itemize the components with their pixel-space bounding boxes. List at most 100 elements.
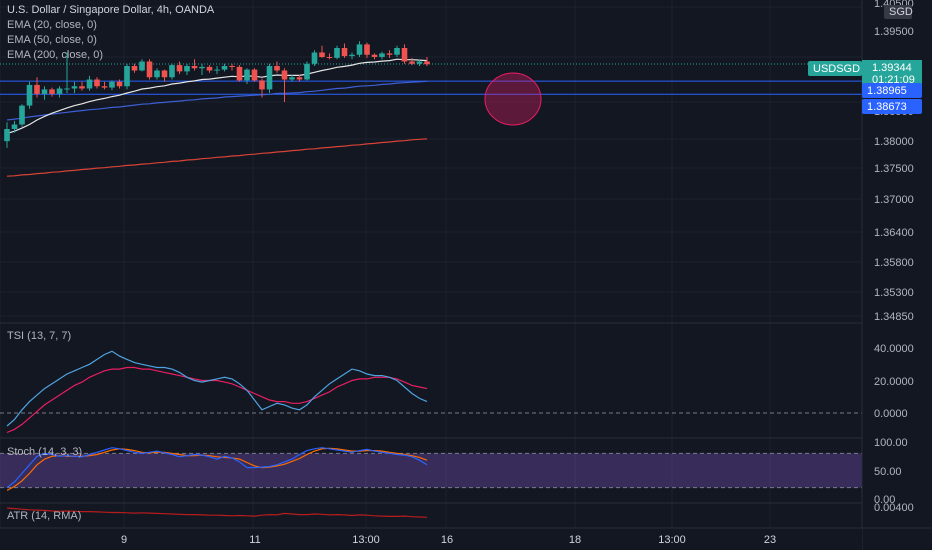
candle[interactable]: [79, 81, 85, 91]
candle[interactable]: [131, 63, 138, 73]
candle[interactable]: [266, 63, 273, 93]
time-axis[interactable]: 9 11 13:00 16 18 13:00 23: [0, 527, 932, 550]
tsi-label[interactable]: TSI (13, 7, 7): [7, 330, 72, 342]
candle[interactable]: [386, 50, 393, 58]
candle[interactable]: [124, 63, 130, 90]
candle[interactable]: [349, 52, 355, 60]
symbol-title: U.S. Dollar / Singapore Dollar, 4h, OAND…: [7, 4, 215, 16]
candle[interactable]: [86, 75, 93, 91]
candle[interactable]: [371, 53, 378, 60]
candle[interactable]: [379, 51, 385, 60]
stoch-tick-label: 0.00: [874, 494, 895, 506]
price-tick-label: 1.37500: [874, 163, 914, 175]
time-tick-label: 23: [764, 534, 776, 546]
candle[interactable]: [326, 53, 333, 60]
candle[interactable]: [161, 69, 168, 82]
candle[interactable]: [56, 86, 63, 98]
candle[interactable]: [34, 77, 40, 98]
candle-body: [56, 88, 63, 94]
candle-body: [244, 69, 250, 81]
candle[interactable]: [139, 59, 145, 72]
price-tick-label: 1.37000: [874, 194, 914, 206]
candle[interactable]: [64, 52, 70, 94]
candle[interactable]: [259, 78, 265, 98]
candle[interactable]: [296, 75, 303, 82]
candle-body: [319, 52, 325, 57]
price-axis[interactable]: 1.405001.395001.385001.380001.375001.370…: [808, 0, 932, 550]
candle[interactable]: [116, 79, 123, 89]
hline2-tag[interactable]: 1.38673: [862, 99, 922, 114]
candle[interactable]: [416, 59, 423, 66]
candle-body: [116, 81, 123, 87]
last-price-tag-bg: [862, 60, 922, 86]
currency-label-text: SGD: [889, 6, 913, 18]
candle[interactable]: [311, 50, 318, 66]
candle[interactable]: [364, 42, 370, 58]
candle[interactable]: [401, 44, 408, 64]
candle[interactable]: [304, 61, 310, 81]
price-tick-label: 1.35300: [874, 287, 914, 299]
candle[interactable]: [289, 75, 295, 82]
tsi-pane[interactable]: [0, 322, 932, 434]
candle[interactable]: [214, 66, 220, 75]
hline1-tag[interactable]: 1.38965: [862, 83, 922, 98]
time-tick-label: 13:00: [658, 534, 686, 546]
stoch-pane[interactable]: [0, 437, 932, 491]
legend-ema50[interactable]: EMA (50, close, 0): [7, 34, 97, 46]
candle[interactable]: [281, 68, 288, 102]
legend-ema20[interactable]: EMA (20, close, 0): [7, 19, 97, 31]
candle[interactable]: [334, 45, 340, 60]
stoch-label[interactable]: Stoch (14, 3, 3): [7, 446, 83, 458]
candle[interactable]: [26, 81, 33, 109]
candle-body: [199, 66, 205, 69]
candle[interactable]: [274, 61, 280, 73]
candle[interactable]: [41, 86, 48, 100]
candle[interactable]: [146, 59, 153, 80]
currency-label-bg: [884, 5, 912, 19]
price-tick-label: 1.39500: [874, 26, 914, 38]
hline1-tag-text: 1.38965: [867, 85, 907, 97]
candle[interactable]: [221, 63, 228, 72]
candle[interactable]: [154, 68, 160, 80]
candle[interactable]: [169, 63, 175, 80]
atr-label[interactable]: ATR (14, RMA): [7, 510, 82, 522]
candle[interactable]: [206, 65, 213, 73]
candle[interactable]: [191, 59, 198, 71]
candle[interactable]: [19, 104, 25, 127]
candle[interactable]: [236, 65, 243, 82]
candle-body: [176, 65, 183, 72]
candle[interactable]: [184, 63, 190, 75]
candle-body: [11, 124, 18, 129]
candle-body: [266, 66, 273, 90]
candle-body: [424, 61, 430, 65]
candle[interactable]: [341, 43, 348, 58]
candle[interactable]: [424, 57, 430, 66]
candle[interactable]: [356, 41, 363, 57]
candle[interactable]: [409, 57, 415, 66]
candle[interactable]: [4, 122, 10, 148]
atr-pane[interactable]: [0, 502, 932, 518]
candle[interactable]: [101, 81, 108, 90]
candle[interactable]: [251, 68, 258, 82]
candle[interactable]: [199, 63, 205, 75]
candle[interactable]: [244, 68, 250, 84]
candle[interactable]: [319, 45, 325, 58]
candle[interactable]: [94, 77, 100, 89]
candle[interactable]: [176, 61, 183, 75]
candle[interactable]: [229, 63, 235, 71]
ticker-tag[interactable]: USDSGD: [808, 61, 862, 76]
candle-body: [221, 66, 228, 70]
price-pane[interactable]: [0, 41, 862, 177]
candle[interactable]: [71, 81, 78, 93]
candle-body: [379, 53, 385, 57]
circle-drawing[interactable]: [484, 72, 542, 126]
last-price-text: 1.39344: [872, 62, 912, 74]
candle[interactable]: [49, 87, 55, 97]
legend-ema200[interactable]: EMA (200, close, 0): [7, 49, 103, 61]
currency-label[interactable]: SGD: [884, 5, 913, 19]
candle[interactable]: [109, 80, 115, 91]
candle[interactable]: [11, 120, 18, 133]
candle[interactable]: [394, 45, 400, 57]
